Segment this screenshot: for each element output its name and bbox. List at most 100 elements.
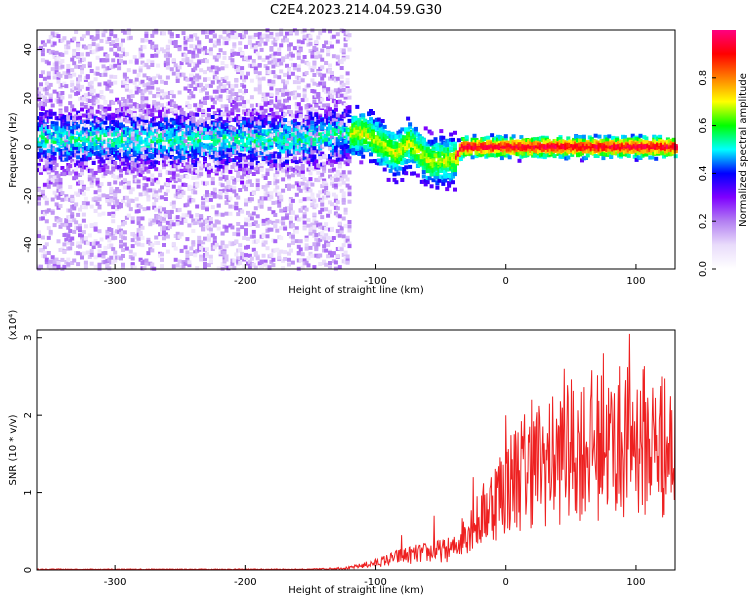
spectrogram-cell [173,179,178,184]
spectrogram-cell [39,168,43,173]
spectrogram-cell [287,67,291,72]
spectrogram-cell [195,204,200,209]
spectrogram-cell [195,121,200,126]
spectrogram-cell [273,57,278,62]
spectrogram-cell [109,170,114,175]
spectrogram-cell [290,132,295,137]
spectrogram-cell [271,263,276,268]
spectrogram-cell [197,138,202,143]
spectrogram-cell [285,145,289,150]
spectrogram-cell [175,215,180,220]
spectrogram-cell [68,164,73,169]
spectrogram-cell [277,255,282,260]
spectrogram-cell [287,96,291,101]
spectrogram-cell [154,198,159,203]
spectrogram-cell [109,47,114,52]
spectrogram-cell [234,155,239,160]
spectrogram-cell [76,251,81,256]
spectrogram-cell [232,100,237,104]
spectrogram-cell [275,114,280,119]
spectrogram-cell [42,96,47,101]
spectrogram-cell [201,109,206,113]
spectrogram-cell [109,32,114,37]
spectrogram-cell [195,217,200,222]
spectrogram-cell [93,77,98,82]
spectrogram-cell [154,235,159,240]
spectrogram-cell [175,231,180,236]
spectrogram-cell [306,196,311,201]
spectrogram-cell [296,186,301,191]
spectrogram-cell [158,111,163,116]
spectrogram-cell [285,89,289,94]
spectrogram-cell [70,143,75,148]
spectrogram-cell [152,100,157,104]
spectrogram-cell [246,244,250,249]
spectrogram-cell [154,177,159,182]
spectrogram-cell [117,225,122,230]
spectrogram-cell [130,238,135,243]
spectrogram-cell [121,199,125,204]
spectrogram-cell [246,183,250,187]
spectrogram-cell [162,130,166,135]
spectrogram-cell [44,137,49,142]
spectrogram-cell [283,85,288,90]
spectrogram-cell [292,156,297,161]
spectrogram-cell [312,81,317,86]
spectrogram-cell [142,266,147,270]
spectrogram-cell [277,140,282,145]
spectrogram-cell [109,42,114,46]
spectrogram-cell [255,238,260,243]
spectrogram-cell [296,217,301,222]
spectrogram-cell [240,66,245,71]
spectrogram-cells [37,28,678,271]
spectrogram-cell [238,41,243,46]
spectrogram-cell [181,31,186,36]
spectrogram-cell [288,248,293,253]
spectrogram-cell [56,76,61,81]
spectrogram-cell [205,134,209,139]
spectrogram-cell [58,204,63,208]
spectrogram-cell [119,119,123,124]
spectrogram-cell [167,170,172,175]
spectrogram-cell [173,163,178,168]
spectrogram-cell [130,138,135,143]
spectrogram-cell [199,99,204,104]
spectrogram-cell [228,264,233,269]
spectrogram-cell [81,186,86,191]
spectrogram-cell [228,56,233,60]
spectrogram-cell [210,115,215,119]
spectrogram-cell [287,257,291,262]
spectrogram-cell [285,38,289,43]
spectrogram-cell [271,123,276,128]
spectrogram-cell [54,62,59,67]
spectrogram-cell [42,129,47,133]
spectrogram-cell [97,243,102,248]
spectrogram-cell [259,168,264,172]
spectrogram-cell [310,164,315,168]
spectrogram-cell [236,227,241,232]
spectrogram-cell [107,181,112,186]
spectrogram-cell [287,136,291,141]
spectrogram-cell [197,40,202,45]
spectrogram-cell [302,91,307,96]
spectrogram-cell [222,84,227,89]
spectrogram-cell [277,47,282,52]
spectrogram-cell [68,229,73,233]
spectrogram-cell [242,236,247,240]
spectrogram-cell [195,266,200,271]
spectrogram-cell [122,230,127,235]
spectrogram-cell [212,235,217,240]
spectrogram-cell [146,206,151,211]
spectrogram-cell [222,36,227,41]
spectrogram-cell [171,200,176,205]
spectrogram-cell [113,34,118,39]
spectrogram-cell [68,94,73,99]
spectrogram-cell [298,199,303,203]
spectrogram-cell [201,222,206,227]
spectrogram-cell [242,172,247,177]
spectrogram-cell [115,97,120,102]
spectrogram-cell [122,108,127,113]
spectrogram-cell [249,155,254,160]
spectrogram-cell [300,40,305,45]
